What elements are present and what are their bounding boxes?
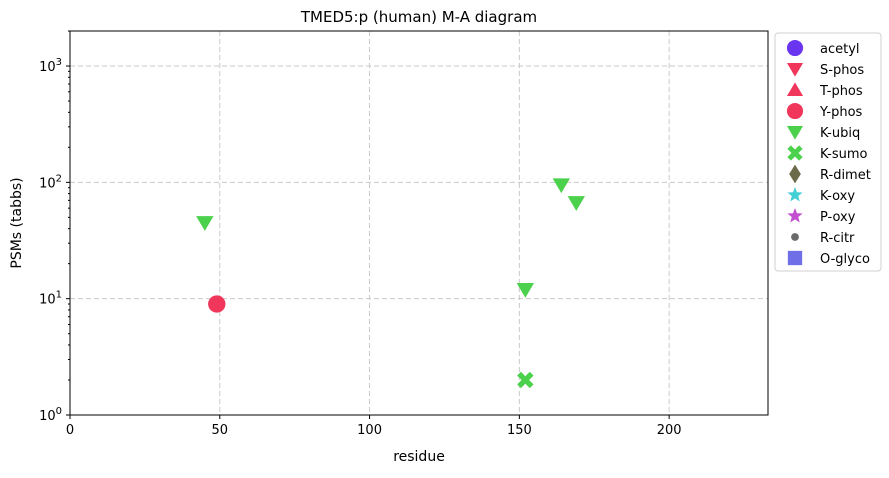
k-ubiq-data-point xyxy=(552,178,570,194)
k-ubiq-data-point xyxy=(196,216,214,231)
legend-marker-s-phos xyxy=(786,62,804,77)
x-tick-label: 50 xyxy=(212,423,229,438)
y-tick-base: 10 xyxy=(39,409,56,424)
legend-marker-acetyl xyxy=(786,39,804,57)
legend-label-acetyl: acetyl xyxy=(820,42,860,57)
x-tick-label: 100 xyxy=(357,423,382,438)
plot-area-frame xyxy=(69,30,769,416)
y-tick-base: 10 xyxy=(39,176,56,191)
legend-box xyxy=(774,32,882,272)
x-axis-ticks: 0 50 100 150 200 xyxy=(66,415,682,438)
legend-marker-r-dimet xyxy=(789,164,801,184)
k-sumo-data-point xyxy=(517,371,534,389)
y-axis-label: PSMs (tabbs) xyxy=(9,177,25,268)
legend-marker-p-oxy xyxy=(787,207,803,223)
legend-marker-r-citr xyxy=(791,233,799,241)
legend-label-y-phos: Y-phos xyxy=(819,105,863,120)
y-tick-label: 101 xyxy=(39,290,62,308)
k-ubiq-data-point xyxy=(567,196,585,211)
y-tick-label: 103 xyxy=(39,57,62,75)
x-tick-label: 150 xyxy=(507,423,532,438)
y-tick-exponent: 2 xyxy=(56,173,62,184)
k-ubiq-data-point xyxy=(516,282,535,298)
legend-marker-o-glyco xyxy=(787,250,803,266)
grid-lines xyxy=(70,31,768,415)
legend-label-o-glyco: O-glyco xyxy=(820,252,870,267)
chart-title: TMED5:p (human) M-A diagram xyxy=(300,8,537,26)
legend-label-p-oxy: P-oxy xyxy=(820,210,856,225)
legend-marker-k-sumo xyxy=(787,145,803,161)
y-tick-label: 100 xyxy=(39,406,62,424)
legend-label-s-phos: S-phos xyxy=(820,63,864,78)
y-tick-exponent: 0 xyxy=(56,406,62,417)
x-axis-label: residue xyxy=(393,449,445,465)
y-tick-base: 10 xyxy=(39,60,56,75)
legend: acetyl S-phos T-phos Y-phos K-ubiq K-sumo R-di… xyxy=(774,32,882,272)
y-tick-exponent: 1 xyxy=(56,290,62,301)
data-points xyxy=(196,178,585,389)
y-tick-exponent: 3 xyxy=(56,57,62,68)
legend-label-k-ubiq: K-ubiq xyxy=(820,126,860,141)
y-tick-label: 102 xyxy=(39,173,62,191)
x-tick-label: 200 xyxy=(657,423,682,438)
legend-marker-t-phos xyxy=(786,82,804,97)
legend-marker-k-oxy xyxy=(787,186,803,202)
y-phos-data-point xyxy=(208,295,226,313)
legend-label-k-sumo: K-sumo xyxy=(820,147,868,162)
legend-label-r-dimet: R-dimet xyxy=(820,168,871,183)
legend-label-t-phos: T-phos xyxy=(819,84,863,99)
legend-marker-y-phos xyxy=(786,102,804,120)
y-tick-base: 10 xyxy=(39,293,56,308)
x-tick-label: 0 xyxy=(66,423,74,438)
legend-marker-k-ubiq xyxy=(786,125,804,140)
legend-label-r-citr: R-citr xyxy=(820,231,855,246)
legend-label-k-oxy: K-oxy xyxy=(820,189,855,204)
